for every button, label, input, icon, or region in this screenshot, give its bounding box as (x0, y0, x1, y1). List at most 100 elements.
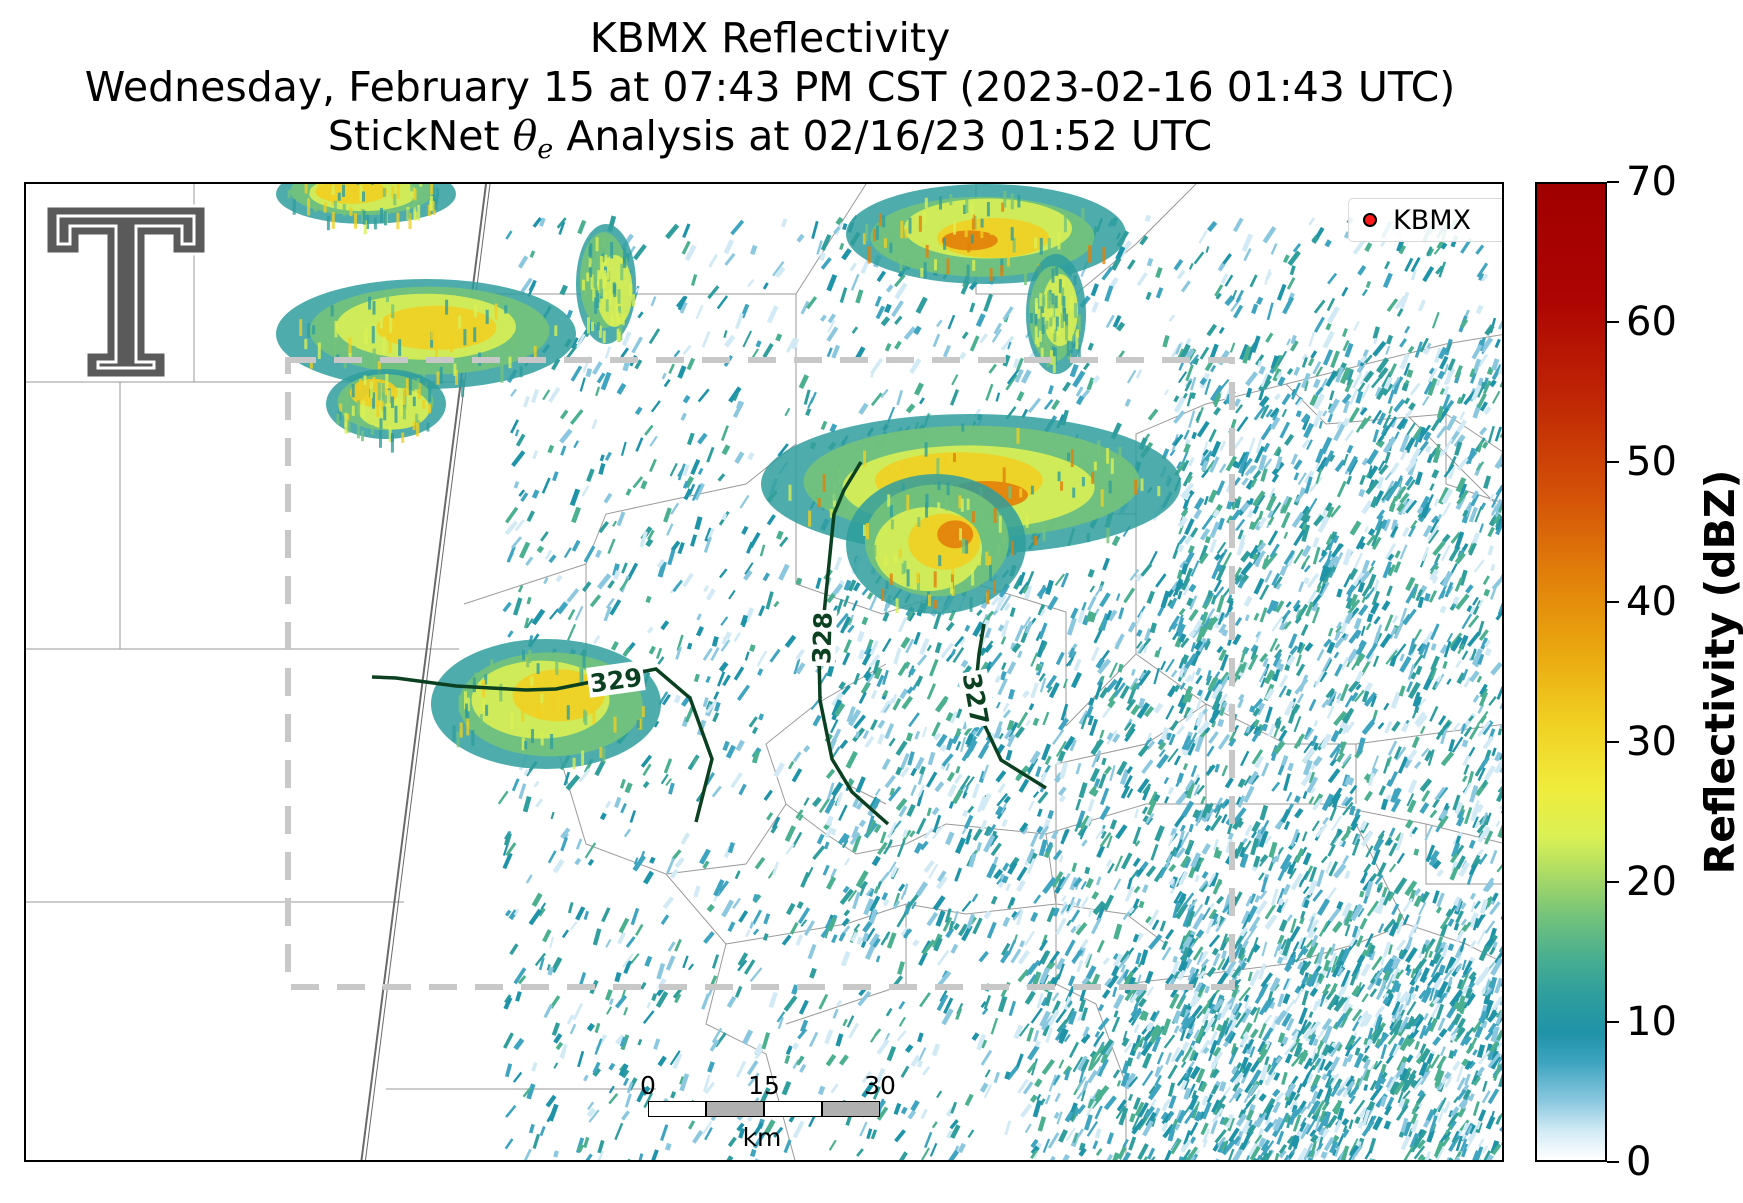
reflectivity-speckle-mark (1365, 479, 1380, 495)
reflectivity-speckle-mark (1346, 661, 1351, 668)
reflectivity-speckle-mark (548, 1103, 559, 1122)
radar-map[interactable]: 329 328 327 KBMX 0 15 30 km (24, 182, 1504, 1162)
reflectivity-speckle-mark (1423, 381, 1433, 395)
reflectivity-speckle-mark (705, 675, 711, 684)
reflectivity-speckle-mark (1083, 952, 1092, 966)
reflectivity-speckle-mark (1353, 320, 1360, 332)
reflectivity-speckle-mark (1463, 764, 1470, 775)
reflectivity-speckle-mark (1298, 982, 1306, 992)
reflectivity-speckle-mark (1330, 350, 1340, 369)
reflectivity-speckle-mark (526, 1083, 536, 1100)
county-line (785, 904, 907, 1025)
reflectivity-speckle-mark (1384, 720, 1393, 734)
reflectivity-speckle-mark (1339, 683, 1350, 702)
reflectivity-speckle-mark (1080, 1080, 1089, 1097)
reflectivity-speckle-mark (1361, 596, 1366, 604)
reflectivity-speckle-mark (1247, 654, 1259, 671)
reflectivity-speckle-mark (1319, 1058, 1326, 1071)
reflectivity-speckle-mark (663, 758, 673, 774)
reflectivity-speckle-mark (850, 273, 860, 291)
reflectivity-speckle-mark (816, 240, 823, 255)
reflectivity-speckle-mark (1184, 843, 1193, 854)
reflectivity-speckle-mark (954, 867, 963, 882)
reflectivity-speckle-mark (604, 800, 612, 809)
reflectivity-speckle-mark (837, 832, 849, 845)
reflectivity-speckle-mark (1220, 378, 1230, 390)
reflectivity-speckle-mark (1219, 693, 1229, 705)
reflectivity-speckle-mark (812, 845, 826, 861)
reflectivity-speckle-mark (703, 585, 709, 593)
reflectivity-speckle-mark (1329, 831, 1340, 847)
reflectivity-speckle-mark (1301, 990, 1309, 1006)
reflectivity-speckle-mark (1138, 669, 1152, 686)
reflectivity-speckle-mark (868, 888, 875, 897)
reflectivity-speckle-mark (945, 737, 954, 751)
reflectivity-speckle-mark (1112, 314, 1122, 328)
reflectivity-speckle-mark (784, 634, 797, 648)
reflectivity-speckle-mark (1041, 934, 1048, 945)
reflectivity-speckle-mark (783, 995, 798, 1012)
reflectivity-speckle-mark (1258, 365, 1266, 375)
reflectivity-speckle-mark (1479, 336, 1494, 353)
reflectivity-speckle-mark (682, 223, 691, 239)
reflectivity-speckle-mark (650, 296, 657, 307)
reflectivity-speckle-mark (802, 745, 811, 753)
reflectivity-speckle-mark (1294, 807, 1304, 819)
reflectivity-speckle-mark (1378, 464, 1389, 475)
reflectivity-speckle-mark (1461, 613, 1473, 630)
reflectivity-speckle-mark (990, 842, 1002, 857)
reflectivity-speckle-mark (1145, 1021, 1155, 1032)
reflectivity-speckle-mark (1181, 735, 1192, 751)
reflectivity-speckle-mark (1056, 1111, 1063, 1125)
reflectivity-speckle-mark (1428, 950, 1434, 958)
reflectivity-speckle-mark (1369, 988, 1378, 998)
reflectivity-speckle-mark (1137, 997, 1147, 1008)
reflectivity-speckle-mark (1422, 266, 1435, 283)
reflectivity-speckle-mark (1496, 686, 1502, 700)
reflectivity-speckle-mark (1093, 1031, 1105, 1047)
reflectivity-speckle-mark (1083, 362, 1090, 371)
reflectivity-speckle-mark (680, 832, 691, 845)
reflectivity-speckle-mark (760, 1087, 771, 1103)
reflectivity-speckle-mark (1464, 807, 1473, 825)
reflectivity-speckle-mark (1173, 395, 1180, 403)
reflectivity-speckle-mark (1022, 616, 1032, 630)
reflectivity-speckle-mark (1179, 1028, 1187, 1042)
reflectivity-speckle-mark (1418, 989, 1428, 1000)
reflectivity-speckle-mark (1279, 725, 1286, 732)
reflectivity-speckle-mark (1369, 717, 1376, 728)
reflectivity-speckle-mark (1361, 500, 1373, 515)
reflectivity-speckle-mark (1181, 459, 1190, 472)
reflectivity-speckle-mark (619, 778, 626, 789)
reflectivity-speckle-mark (964, 624, 971, 632)
reflectivity-speckle-mark (1186, 782, 1195, 799)
reflectivity-speckle-mark (704, 1081, 715, 1094)
reflectivity-speckle-mark (1006, 719, 1015, 732)
reflectivity-speckle-mark (1475, 304, 1484, 315)
reflectivity-speckle-mark (874, 788, 881, 796)
reflectivity-speckle-mark (1076, 1076, 1087, 1091)
reflectivity-speckle-mark (1220, 273, 1229, 285)
reflectivity-speckle-mark (1001, 942, 1011, 956)
reflectivity-speckle-mark (1237, 529, 1244, 540)
reflectivity-speckle-mark (613, 570, 621, 580)
reflectivity-speckle-mark (1433, 942, 1443, 960)
reflectivity-speckle-mark (502, 852, 513, 870)
reflectivity-speckle-mark (1258, 374, 1273, 392)
reflectivity-speckle-mark (1266, 990, 1274, 1004)
reflectivity-speckle-mark (818, 993, 829, 1010)
reflectivity-speckle-mark (752, 909, 763, 925)
reflectivity-speckle-mark (1382, 890, 1392, 906)
reflectivity-speckle-mark (894, 1129, 906, 1143)
reflectivity-speckle-mark (820, 234, 832, 251)
reflectivity-speckle-mark (1315, 366, 1324, 377)
reflectivity-speckle-mark (932, 814, 942, 833)
reflectivity-speckle-mark (1148, 909, 1160, 927)
reflectivity-speckle-mark (1147, 1156, 1156, 1160)
reflectivity-speckle-mark (1323, 450, 1335, 467)
reflectivity-speckle-mark (1455, 1026, 1466, 1039)
reflectivity-speckle-mark (1014, 726, 1025, 739)
reflectivity-speckle-mark (1450, 635, 1463, 652)
reflectivity-speckle-mark (721, 444, 731, 456)
reflectivity-speckle-mark (1440, 544, 1451, 562)
